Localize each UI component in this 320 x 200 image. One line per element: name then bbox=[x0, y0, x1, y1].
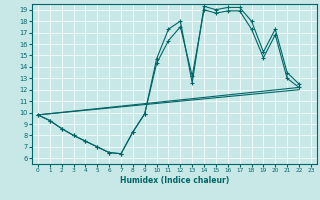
X-axis label: Humidex (Indice chaleur): Humidex (Indice chaleur) bbox=[120, 176, 229, 185]
